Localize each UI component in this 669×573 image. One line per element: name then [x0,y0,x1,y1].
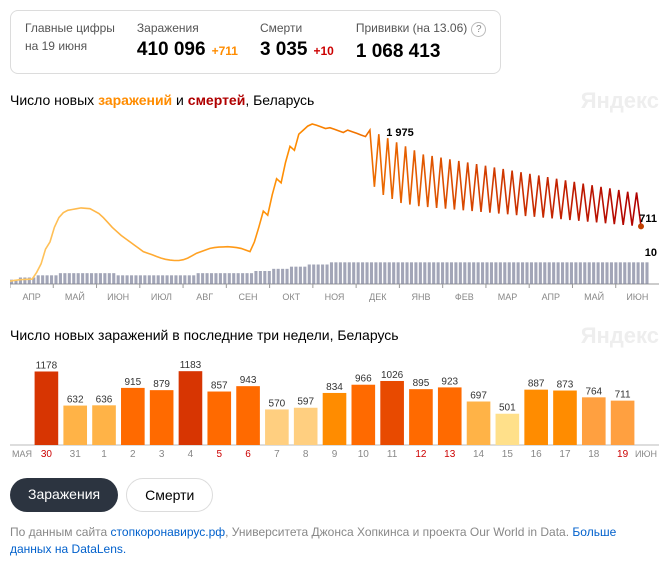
svg-text:597: 597 [297,397,314,408]
stat-label: Смерти [260,21,334,35]
svg-text:НОЯ: НОЯ [325,292,345,302]
tab-infections[interactable]: Заражения [10,478,118,512]
footer-link-stopcorona[interactable]: стопкоронавирус.рф [111,525,226,539]
svg-text:9: 9 [332,449,338,459]
stat-col-1: Смерти 3 035 +10 [260,21,334,61]
svg-text:МАЙ: МАЙ [584,291,604,302]
svg-text:ЯНВ: ЯНВ [412,292,431,302]
stat-value: 410 096 [137,39,206,61]
svg-text:923: 923 [441,376,458,387]
svg-text:ИЮН: ИЮН [107,292,129,302]
svg-text:501: 501 [499,403,516,414]
svg-text:570: 570 [269,398,286,409]
svg-text:ДЕК: ДЕК [369,292,387,302]
lt-inf: заражений [98,92,172,108]
footer: По данным сайта стопкоронавирус.рф, Унив… [10,524,659,558]
svg-text:915: 915 [124,377,141,388]
svg-text:6: 6 [245,449,251,459]
svg-text:711: 711 [639,213,657,225]
header-title-col: Главные цифры на 19 июня [25,21,115,57]
svg-text:30: 30 [41,449,53,459]
svg-text:18: 18 [588,449,600,459]
svg-text:11: 11 [387,449,398,459]
svg-text:1: 1 [101,449,107,459]
lt-pre: Число новых [10,92,98,108]
svg-text:ИЮН: ИЮН [626,292,648,302]
svg-text:10: 10 [358,449,370,459]
stat-col-0: Заражения 410 096 +711 [137,21,238,61]
svg-text:1026: 1026 [381,370,404,381]
svg-text:10: 10 [645,247,657,259]
svg-text:16: 16 [531,449,543,459]
footer-pre: По данным сайта [10,525,111,539]
svg-text:834: 834 [326,382,343,393]
svg-text:13: 13 [444,449,456,459]
header-stats-box: Главные цифры на 19 июня Заражения 410 09… [10,10,501,74]
bar-chart-svg: 1178306323163619152879311834857594365707… [10,349,659,459]
svg-text:3: 3 [159,449,165,459]
svg-text:1 975: 1 975 [386,127,414,139]
svg-text:ИЮЛ: ИЮЛ [151,292,172,302]
svg-text:1178: 1178 [36,360,58,371]
stat-label: Заражения [137,21,238,35]
line-chart-svg: 1 975 АПР МАЙ ИЮН ИЮЛ АВГ СЕН ОКТ НОЯ ДЕК ЯНВ ФЕВ МА… [10,114,659,304]
svg-text:ОКТ: ОКТ [282,292,300,302]
stat-delta: +711 [212,44,238,58]
stat-label: Прививки (на 13.06)? [356,21,486,37]
svg-text:887: 887 [528,379,545,390]
svg-text:966: 966 [355,374,372,385]
svg-text:АВГ: АВГ [196,292,213,302]
svg-text:4: 4 [188,449,194,459]
watermark-1: Яндекс [581,88,659,114]
svg-text:943: 943 [240,375,257,386]
svg-text:МАЯ: МАЯ [12,449,32,459]
svg-text:636: 636 [96,394,113,405]
svg-text:2: 2 [130,449,136,459]
svg-text:857: 857 [211,381,228,392]
svg-text:8: 8 [303,449,309,459]
svg-text:5: 5 [216,449,222,459]
svg-text:АПР: АПР [22,292,40,302]
stat-value: 1 068 413 [356,41,441,63]
svg-text:879: 879 [153,379,170,390]
svg-text:15: 15 [502,449,514,459]
lt-death: смертей [188,92,246,108]
svg-text:31: 31 [70,449,82,459]
svg-text:7: 7 [274,449,280,459]
svg-text:19: 19 [617,449,629,459]
line-chart-wrap: 1 975 АПР МАЙ ИЮН ИЮЛ АВГ СЕН ОКТ НОЯ ДЕК ЯНВ ФЕВ МА… [10,114,659,309]
header-title-line1: Главные цифры [25,21,115,35]
svg-text:1183: 1183 [180,360,202,371]
svg-text:МАЙ: МАЙ [65,291,85,302]
help-icon[interactable]: ? [471,22,486,37]
svg-text:АПР: АПР [542,292,560,302]
svg-text:711: 711 [615,390,631,401]
lt-mid: и [172,92,188,108]
tab-deaths[interactable]: Смерти [126,478,213,512]
svg-text:764: 764 [585,386,602,397]
svg-text:895: 895 [413,378,430,389]
svg-text:14: 14 [473,449,485,459]
svg-text:ИЮН: ИЮН [635,449,657,459]
svg-text:17: 17 [559,449,571,459]
svg-text:СЕН: СЕН [238,292,257,302]
footer-mid: , Университета Джонса Хопкинса и проекта… [225,525,572,539]
svg-text:ФЕВ: ФЕВ [455,292,474,302]
tabs: Заражения Смерти [10,478,659,512]
svg-text:632: 632 [67,395,84,406]
header-title-line2: на 19 июня [25,39,115,53]
svg-text:12: 12 [415,449,427,459]
svg-text:697: 697 [470,391,487,402]
watermark-2: Яндекс [581,323,659,349]
bar-chart-wrap: 1178306323163619152879311834857594365707… [10,349,659,464]
lt-post: , Беларусь [245,92,314,108]
stat-delta: +10 [314,44,334,58]
stat-value: 3 035 [260,39,308,61]
svg-text:873: 873 [557,380,574,391]
stat-col-2: Прививки (на 13.06)? 1 068 413 [356,21,486,63]
bar-chart-title: Число новых заражений в последние три не… [10,327,659,343]
svg-text:МАР: МАР [498,292,518,302]
line-chart-title: Число новых заражений и смертей, Беларус… [10,92,659,108]
